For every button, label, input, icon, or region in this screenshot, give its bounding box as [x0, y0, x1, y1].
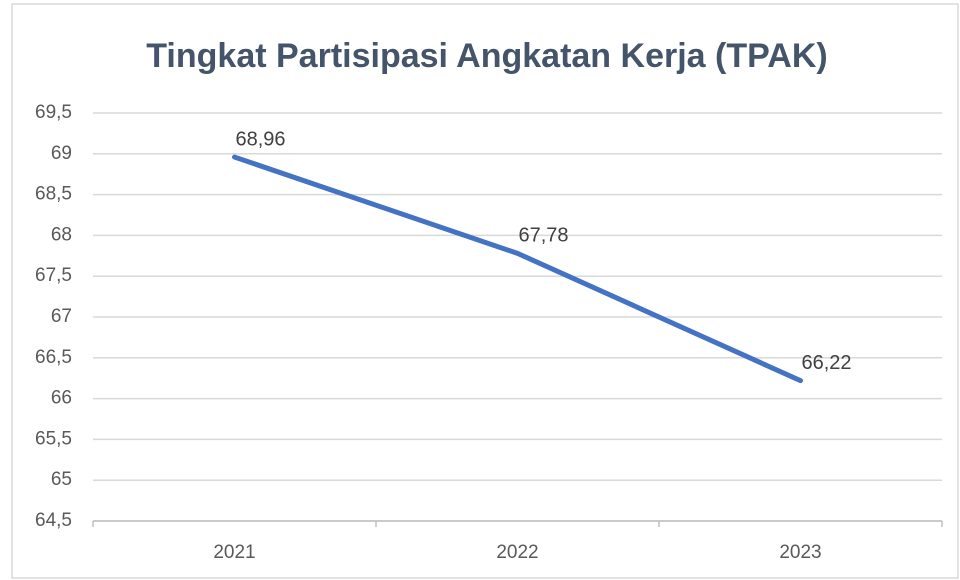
- y-tick-label: 66,5: [35, 347, 72, 368]
- data-label: 68,96: [235, 128, 285, 150]
- y-tick-label: 69,5: [35, 102, 72, 123]
- y-tick-label: 65: [51, 469, 72, 490]
- chart-border: [11, 3, 959, 579]
- y-tick-label: 69: [51, 143, 72, 164]
- data-label: 67,78: [518, 225, 568, 247]
- y-tick-label: 65,5: [35, 428, 72, 449]
- y-tick-label: 66: [51, 388, 72, 409]
- x-tick-label: 2023: [779, 542, 821, 563]
- x-tick-label: 2021: [213, 542, 255, 563]
- chart-title: Tingkat Partisipasi Angkatan Kerja (TPAK…: [146, 37, 827, 75]
- y-tick-label: 68,5: [35, 184, 72, 205]
- y-tick-label: 67: [51, 306, 72, 327]
- y-tick-label: 67,5: [35, 265, 72, 286]
- y-tick-label: 68: [51, 224, 72, 245]
- x-tick-label: 2022: [496, 542, 538, 563]
- data-label: 66,22: [801, 352, 851, 374]
- data-line: [232, 154, 803, 384]
- y-tick-label: 64,5: [35, 510, 72, 531]
